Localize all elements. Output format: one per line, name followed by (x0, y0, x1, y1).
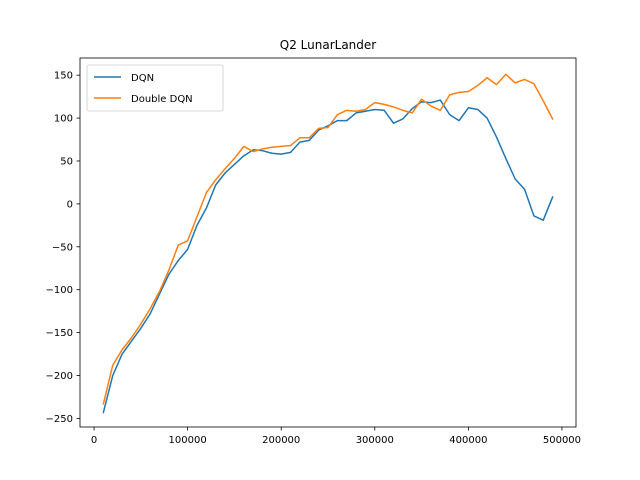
y-tick-label: 100 (54, 114, 73, 125)
legend: DQN Double DQN (86, 64, 224, 112)
y-tick-label: −250 (46, 414, 73, 425)
y-tick-label: −100 (46, 285, 73, 296)
y-tick-label: −150 (46, 328, 73, 339)
axes-layer: 0 100000 200000 300000 400000 500000 −250 −200 −… (46, 57, 581, 446)
x-tick-label: 500000 (543, 435, 581, 446)
x-tick-label: 200000 (262, 435, 300, 446)
y-tick-label: −200 (46, 371, 73, 382)
x-tick-label: 400000 (449, 435, 487, 446)
y-tick-label: 150 (54, 71, 73, 82)
legend-label: DQN (131, 73, 154, 84)
series-layer (102, 73, 554, 414)
x-tick-label: 300000 (356, 435, 394, 446)
series-line-0 (102, 99, 554, 414)
legend-label: Double DQN (131, 94, 193, 105)
y-tick-label: 50 (60, 156, 73, 167)
y-tick-label: 0 (67, 199, 73, 210)
series-line-1 (102, 73, 554, 405)
y-tick-label: −50 (52, 242, 73, 253)
x-tick-label: 100000 (169, 435, 207, 446)
chart-title: Q2 LunarLander (280, 38, 377, 52)
x-tick-label: 0 (91, 435, 97, 446)
plot-frame (79, 57, 577, 428)
